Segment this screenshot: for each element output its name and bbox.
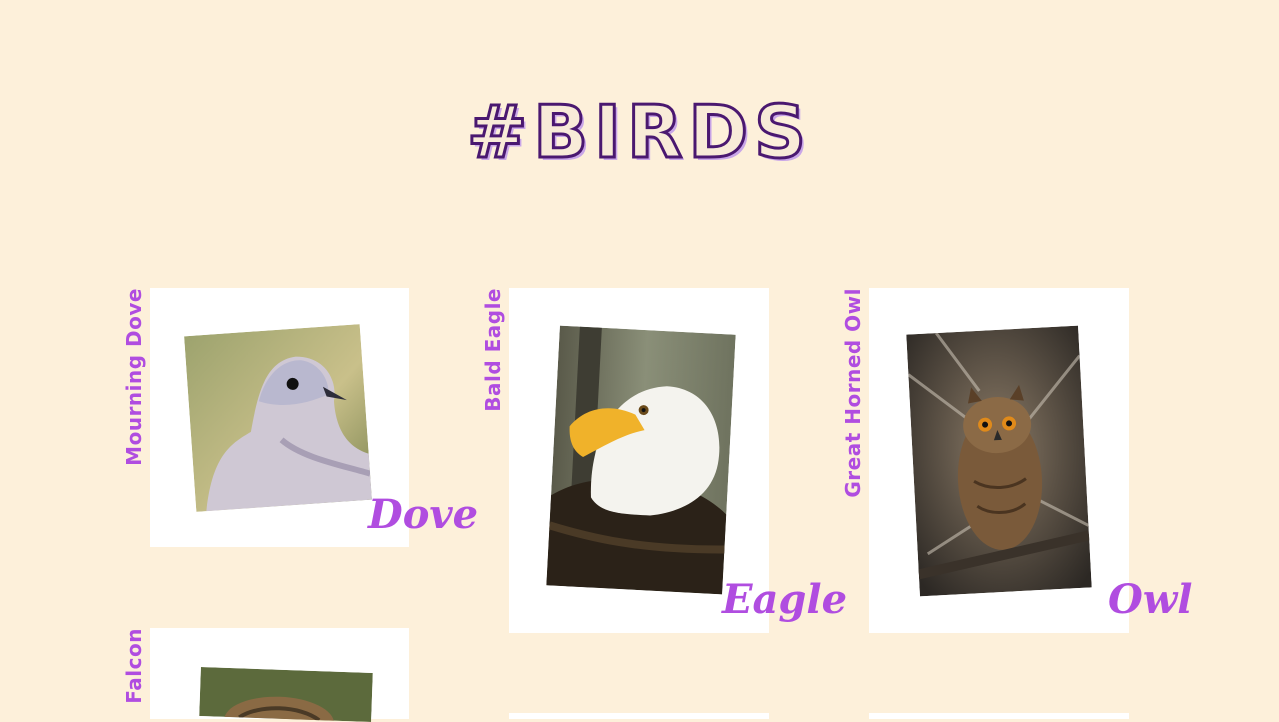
card-caption: Falcon xyxy=(122,628,146,704)
photo-frame-partial xyxy=(509,713,769,719)
eagle-photo[interactable] xyxy=(546,325,736,595)
card-script-label: Owl xyxy=(1108,576,1193,623)
page-title: #BIRDS xyxy=(465,90,813,175)
dove-photo[interactable] xyxy=(184,324,372,512)
photo-frame-partial xyxy=(869,713,1129,719)
card-caption: Great Horned Owl xyxy=(841,288,865,498)
card-script-label: Dove xyxy=(368,491,479,538)
falcon-photo[interactable] xyxy=(199,667,373,722)
card-caption: Mourning Dove xyxy=(122,288,146,466)
owl-photo[interactable] xyxy=(906,325,1092,597)
card-caption: Bald Eagle xyxy=(481,288,505,412)
card-script-label: Eagle xyxy=(722,576,848,623)
